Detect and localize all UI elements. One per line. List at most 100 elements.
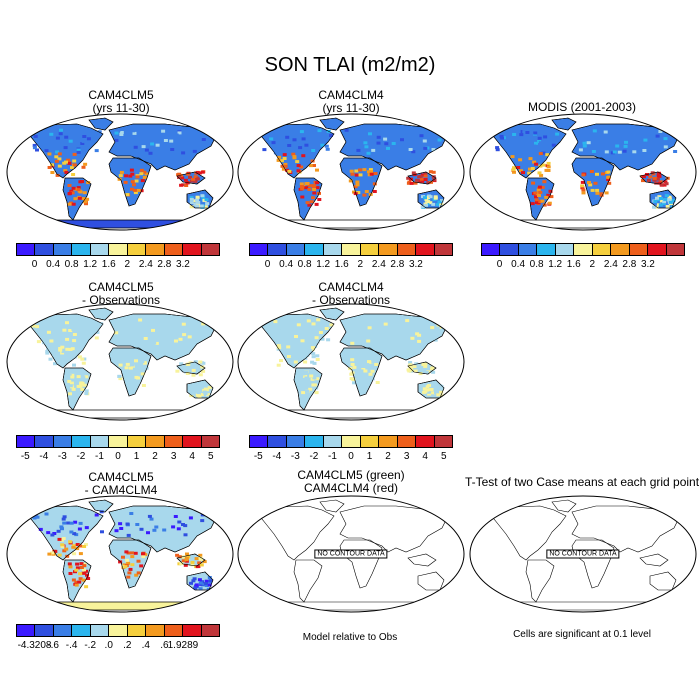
data-cell: [296, 358, 301, 362]
data-cell: [82, 383, 87, 387]
data-cell: [661, 202, 666, 205]
data-cell: [349, 377, 354, 381]
data-cell: [154, 525, 159, 529]
data-cell: [279, 359, 283, 363]
data-cell: [657, 174, 662, 178]
colorbar-boxes: [249, 243, 453, 256]
data-cell: [662, 183, 667, 187]
data-cell: [127, 571, 132, 575]
world-map: [237, 113, 465, 231]
data-cell: [298, 374, 303, 378]
data-cell: [311, 184, 316, 188]
data-cell: [62, 515, 67, 519]
data-cell: [422, 387, 427, 391]
data-cell: [310, 360, 315, 364]
data-cell: [91, 330, 96, 334]
data-cell: [299, 165, 304, 169]
data-cell: [177, 520, 182, 524]
data-cell: [202, 390, 207, 394]
data-cell: [655, 177, 660, 181]
data-cell: [175, 369, 180, 373]
data-cell: [32, 146, 37, 150]
data-cell: [641, 179, 645, 183]
colorbar-boxes: [16, 243, 220, 256]
data-cell: [68, 139, 73, 143]
data-cell: [179, 362, 184, 366]
data-cell: [437, 200, 442, 204]
figure-title: SON TLAI (m2/m2): [264, 54, 436, 76]
data-cell: [85, 197, 90, 201]
data-cell: [46, 321, 51, 325]
map-panel-green-red: NO CONTOUR DATA: [236, 494, 466, 614]
data-cell: [657, 195, 662, 199]
data-cell: [42, 318, 47, 322]
data-cell: [200, 365, 205, 369]
colorbar-box: [35, 436, 54, 447]
data-cell: [72, 544, 77, 548]
data-cell: [69, 189, 74, 193]
colorbar-box: [109, 625, 128, 636]
data-cell: [192, 384, 197, 388]
data-cell: [70, 375, 75, 379]
data-cell: [646, 179, 651, 182]
data-cell: [528, 157, 533, 161]
panel-title-line: CAM4CLM5: [88, 470, 154, 484]
data-cell: [193, 179, 198, 183]
data-cell: [95, 327, 100, 331]
colorbar-box: [305, 436, 324, 447]
data-cell: [532, 147, 537, 151]
data-cell: [184, 184, 189, 187]
colorbar-box: [183, 244, 202, 255]
data-cell: [421, 385, 426, 389]
data-cell: [136, 188, 141, 192]
data-cell: [82, 564, 87, 568]
data-cell: [71, 186, 76, 190]
data-cell: [309, 184, 314, 188]
colorbar-tick-label: 1: [133, 451, 140, 462]
data-cell: [207, 386, 212, 390]
data-cell: [198, 557, 203, 561]
data-cell: [182, 339, 186, 343]
data-cell: [188, 516, 193, 520]
panel-title-line: (yrs 11-30): [92, 101, 150, 115]
data-cell: [366, 151, 371, 155]
data-cell: [185, 372, 190, 375]
data-cell: [200, 519, 205, 523]
data-cell: [283, 164, 288, 168]
data-cell: [312, 188, 317, 191]
data-cell: [207, 512, 212, 516]
data-cell: [539, 173, 544, 177]
data-cell: [48, 357, 53, 361]
data-cell: [589, 170, 594, 173]
data-cell: [81, 139, 86, 143]
data-cell: [436, 320, 440, 324]
data-cell: [82, 571, 87, 575]
data-cell: [81, 578, 86, 582]
colorbar-tick-label: 4: [189, 451, 195, 462]
colorbar-tick-label: 0.8: [297, 259, 312, 270]
data-cell: [276, 328, 281, 332]
data-cell: [310, 346, 315, 350]
data-cell: [429, 180, 433, 184]
data-cell: [147, 514, 152, 518]
coastline-maritime: [407, 171, 437, 185]
data-cell: [195, 195, 200, 199]
data-cell: [36, 340, 41, 344]
data-cell: [320, 143, 325, 147]
coastline-south-america: [293, 177, 323, 221]
data-cell: [534, 141, 538, 145]
data-cell: [518, 158, 523, 162]
data-cell: [46, 330, 51, 334]
data-cell: [282, 153, 287, 157]
data-cell: [133, 551, 138, 555]
map-panel-clm4: [236, 112, 466, 232]
data-cell: [414, 362, 419, 366]
coastline-maritime: [176, 361, 206, 375]
data-cell: [581, 138, 586, 142]
data-cell: [206, 393, 210, 397]
panel-title-clm5-obs: CAM4CLM5 - Observations: [1, 281, 241, 307]
colorbar-box: [434, 436, 452, 447]
data-cell: [67, 202, 72, 206]
data-cell: [66, 521, 71, 525]
data-cell: [623, 144, 628, 148]
